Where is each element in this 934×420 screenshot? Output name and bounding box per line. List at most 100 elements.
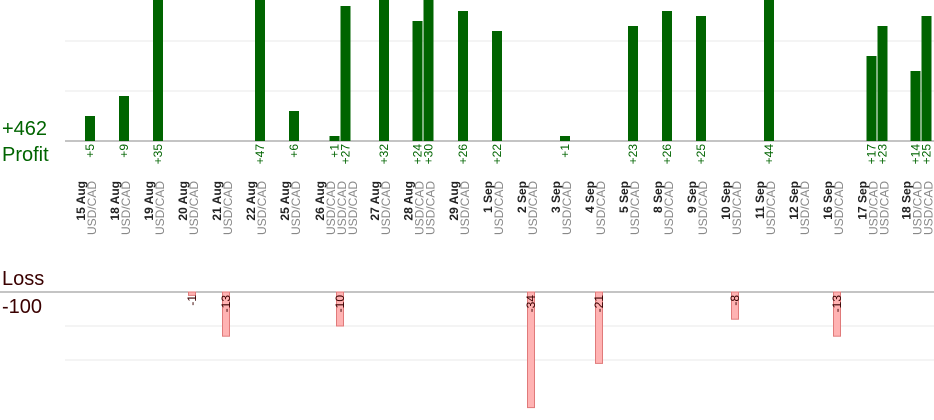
profit-total: +462 [2, 118, 48, 140]
x-date-label: 28 Aug [402, 181, 416, 221]
profit-value-label: +47 [253, 144, 267, 165]
profit-value-label: +1 [328, 144, 342, 158]
profit-label: Profit [2, 144, 49, 166]
loss-label: Loss [2, 268, 45, 290]
x-date-label: 27 Aug [368, 181, 382, 221]
profit-value-label: +1 [558, 144, 572, 158]
loss-bars: -1 -13 -10 -34 -21 -8 -13 [185, 291, 844, 409]
x-pair-label: USD/CAD [832, 181, 846, 235]
loss-value-label: -1 [185, 295, 199, 306]
x-date-label: 4 Sep [583, 181, 597, 213]
x-pair-label: USD/CAD [867, 181, 881, 235]
profit-value-label: +5 [83, 144, 97, 158]
profit-value-label: +24 [411, 144, 425, 165]
x-pair-label: USD/CAD [662, 181, 676, 235]
x-date-label: 29 Aug [447, 181, 461, 221]
profit-bar [696, 16, 706, 141]
x-pair-label: USD/CAD [289, 181, 303, 235]
loss-bar [731, 291, 739, 320]
profit-value-label: +35 [151, 144, 165, 165]
profit-bar [877, 26, 888, 141]
x-pair-label: USD/CAD [221, 181, 235, 235]
x-date-label: 8 Sep [651, 181, 665, 213]
profit-bar [662, 11, 672, 141]
profit-bar [153, 0, 163, 141]
profit-value-label: +26 [660, 144, 674, 165]
x-pair-label: USD/CAD [730, 181, 744, 235]
profit-bar [910, 71, 921, 141]
profit-value-label: +23 [626, 144, 640, 165]
profit-bar [85, 116, 95, 141]
x-pair-label: USD/CAD [594, 181, 608, 235]
profit-value-label: +27 [339, 144, 353, 165]
loss-bar [222, 291, 230, 337]
loss-total: -100 [2, 296, 43, 318]
x-date-label: 16 Sep [821, 181, 835, 220]
loss-bar [527, 291, 535, 409]
profit-bar [329, 136, 340, 141]
loss-bar [336, 291, 344, 327]
profit-bar [921, 16, 932, 141]
x-date-label: 15 Aug [74, 181, 88, 221]
x-date-label: 17 Sep [856, 181, 870, 220]
profit-bar [866, 56, 877, 141]
loss-value-label: -34 [524, 295, 538, 313]
profit-bars: +5 +9 +35 +47 +6 +1+27 +32 +24+30 +26 +22 +1 +23 +26… [83, 0, 934, 164]
profit-value-label: +25 [694, 144, 708, 165]
profit-value-label: +22 [490, 144, 504, 165]
loss-value-label: -8 [728, 295, 742, 306]
profit-bar [458, 11, 468, 141]
x-pair-label: USD/CAD [628, 181, 642, 235]
profit-value-label: +14 [909, 144, 923, 165]
x-pair-label: USD/CAD [424, 181, 438, 235]
x-pair-label: USD/CAD [379, 181, 393, 235]
x-date-label: 3 Sep [549, 181, 563, 213]
x-date-label: 18 Aug [108, 181, 122, 221]
x-pair-label: USD/CAD [324, 181, 338, 235]
x-pair-label: USD/CAD [492, 181, 506, 235]
x-date-label: 10 Sep [719, 181, 733, 220]
profit-bar [492, 31, 502, 141]
profit-value-label: +23 [876, 144, 890, 165]
loss-bar [188, 291, 196, 296]
x-pair-label: USD/CAD [187, 181, 201, 235]
profit-value-label: +32 [377, 144, 391, 165]
profit-bar [412, 21, 423, 141]
x-date-label: 25 Aug [278, 181, 292, 221]
profit-bar [119, 96, 129, 141]
x-date-label: 20 Aug [176, 181, 190, 221]
x-pair-label: USD/CAD [335, 181, 349, 235]
profit-value-label: +17 [865, 144, 879, 165]
profit-bar [379, 0, 389, 141]
x-pair-label: USD/CAD [153, 181, 167, 235]
profit-value-label: +44 [762, 144, 776, 165]
profit-bar [289, 111, 299, 141]
x-pair-label: USD/CAD [560, 181, 574, 235]
x-date-label: 26 Aug [313, 181, 327, 221]
x-pair-label: USD/CAD [255, 181, 269, 235]
x-pair-label: USD/CAD [413, 181, 427, 235]
x-date-label: 1 Sep [481, 181, 495, 213]
loss-bar [595, 291, 603, 364]
loss-bar [833, 291, 841, 337]
x-date-label: 22 Aug [244, 181, 258, 221]
profit-bar [628, 26, 638, 141]
x-date-label: 9 Sep [685, 181, 699, 213]
x-pair-label: USD/CAD [85, 181, 99, 235]
x-pair-label: USD/CAD [458, 181, 472, 235]
loss-value-label: -13 [219, 295, 233, 313]
loss-value-label: -10 [333, 295, 347, 313]
x-pair-label: USD/CAD [764, 181, 778, 235]
profit-value-label: +30 [422, 144, 436, 165]
profit-bar [255, 0, 265, 141]
loss-value-label: -21 [592, 295, 606, 313]
profit-value-label: +25 [920, 144, 934, 165]
profit-bar [560, 136, 570, 141]
x-pair-label: USD/CAD [346, 181, 360, 235]
x-pair-label: USD/CAD [798, 181, 812, 235]
profit-bar [423, 0, 434, 141]
x-pair-label: USD/CAD [119, 181, 133, 235]
x-date-label: 18 Sep [900, 181, 914, 220]
profit-value-label: +9 [117, 144, 131, 158]
